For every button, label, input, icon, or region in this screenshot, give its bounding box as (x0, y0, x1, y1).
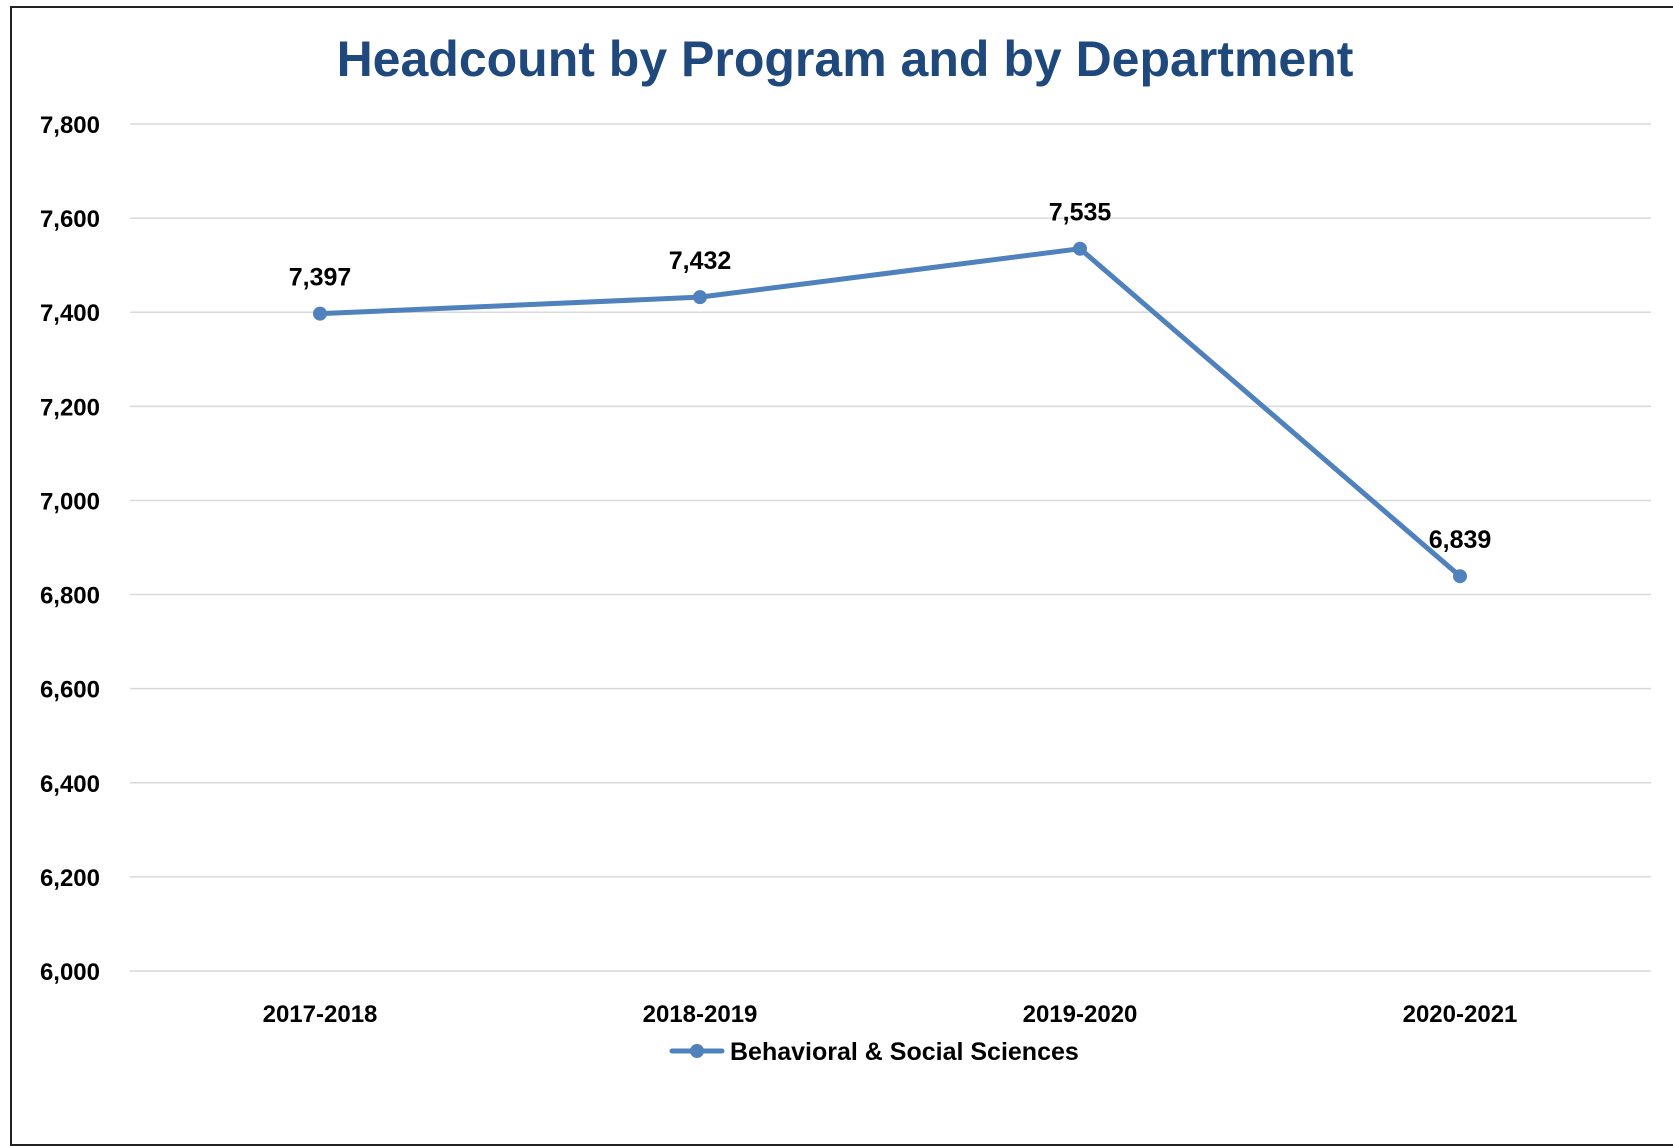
y-tick-label: 7,800 (40, 112, 100, 139)
x-tick-label: 2017-2018 (263, 1001, 378, 1028)
gridlines (130, 123, 1651, 972)
y-tick-label: 6,800 (40, 583, 100, 610)
series-layer: 7,397 7,432 7,535 6,839 (289, 199, 1492, 584)
data-label: 7,397 (289, 264, 352, 292)
y-tick-label: 7,000 (40, 488, 100, 515)
series-line (317, 246, 1463, 579)
legend-label: Behavioral & Social Sciences (730, 1038, 1079, 1066)
x-tick-label: 2019-2020 (1023, 1001, 1138, 1028)
chart-title: Headcount by Program and by Department (337, 31, 1354, 87)
y-tick-label: 6,200 (40, 865, 100, 892)
x-tick-label: 2018-2019 (643, 1001, 758, 1028)
y-tick-label: 7,200 (40, 394, 100, 421)
y-tick-label: 6,600 (40, 677, 100, 704)
data-label: 7,432 (669, 247, 732, 275)
data-point (1073, 241, 1087, 256)
legend-marker-swatch (690, 1044, 704, 1058)
data-point (313, 306, 327, 321)
y-tick-label: 7,400 (40, 300, 100, 327)
legend: Behavioral & Social Sciences (669, 1038, 1079, 1066)
y-axis: 6,000 6,200 6,400 6,600 6,800 7,000 7,200 7,400… (40, 112, 100, 986)
line-chart: Headcount by Program and by Department 6… (40, 31, 1651, 1066)
data-point (1453, 569, 1467, 584)
x-tick-label: 2020-2021 (1403, 1001, 1518, 1028)
y-tick-label: 6,000 (40, 959, 100, 986)
y-tick-label: 6,400 (40, 771, 100, 798)
x-axis: 2017-2018 2018-2019 2019-2020 2020-2021 (263, 1001, 1518, 1028)
data-point (693, 290, 707, 305)
y-tick-label: 7,600 (40, 206, 100, 233)
chart-frame (10, 6, 1673, 1146)
data-label: 7,535 (1049, 199, 1112, 227)
data-label: 6,839 (1429, 526, 1492, 554)
